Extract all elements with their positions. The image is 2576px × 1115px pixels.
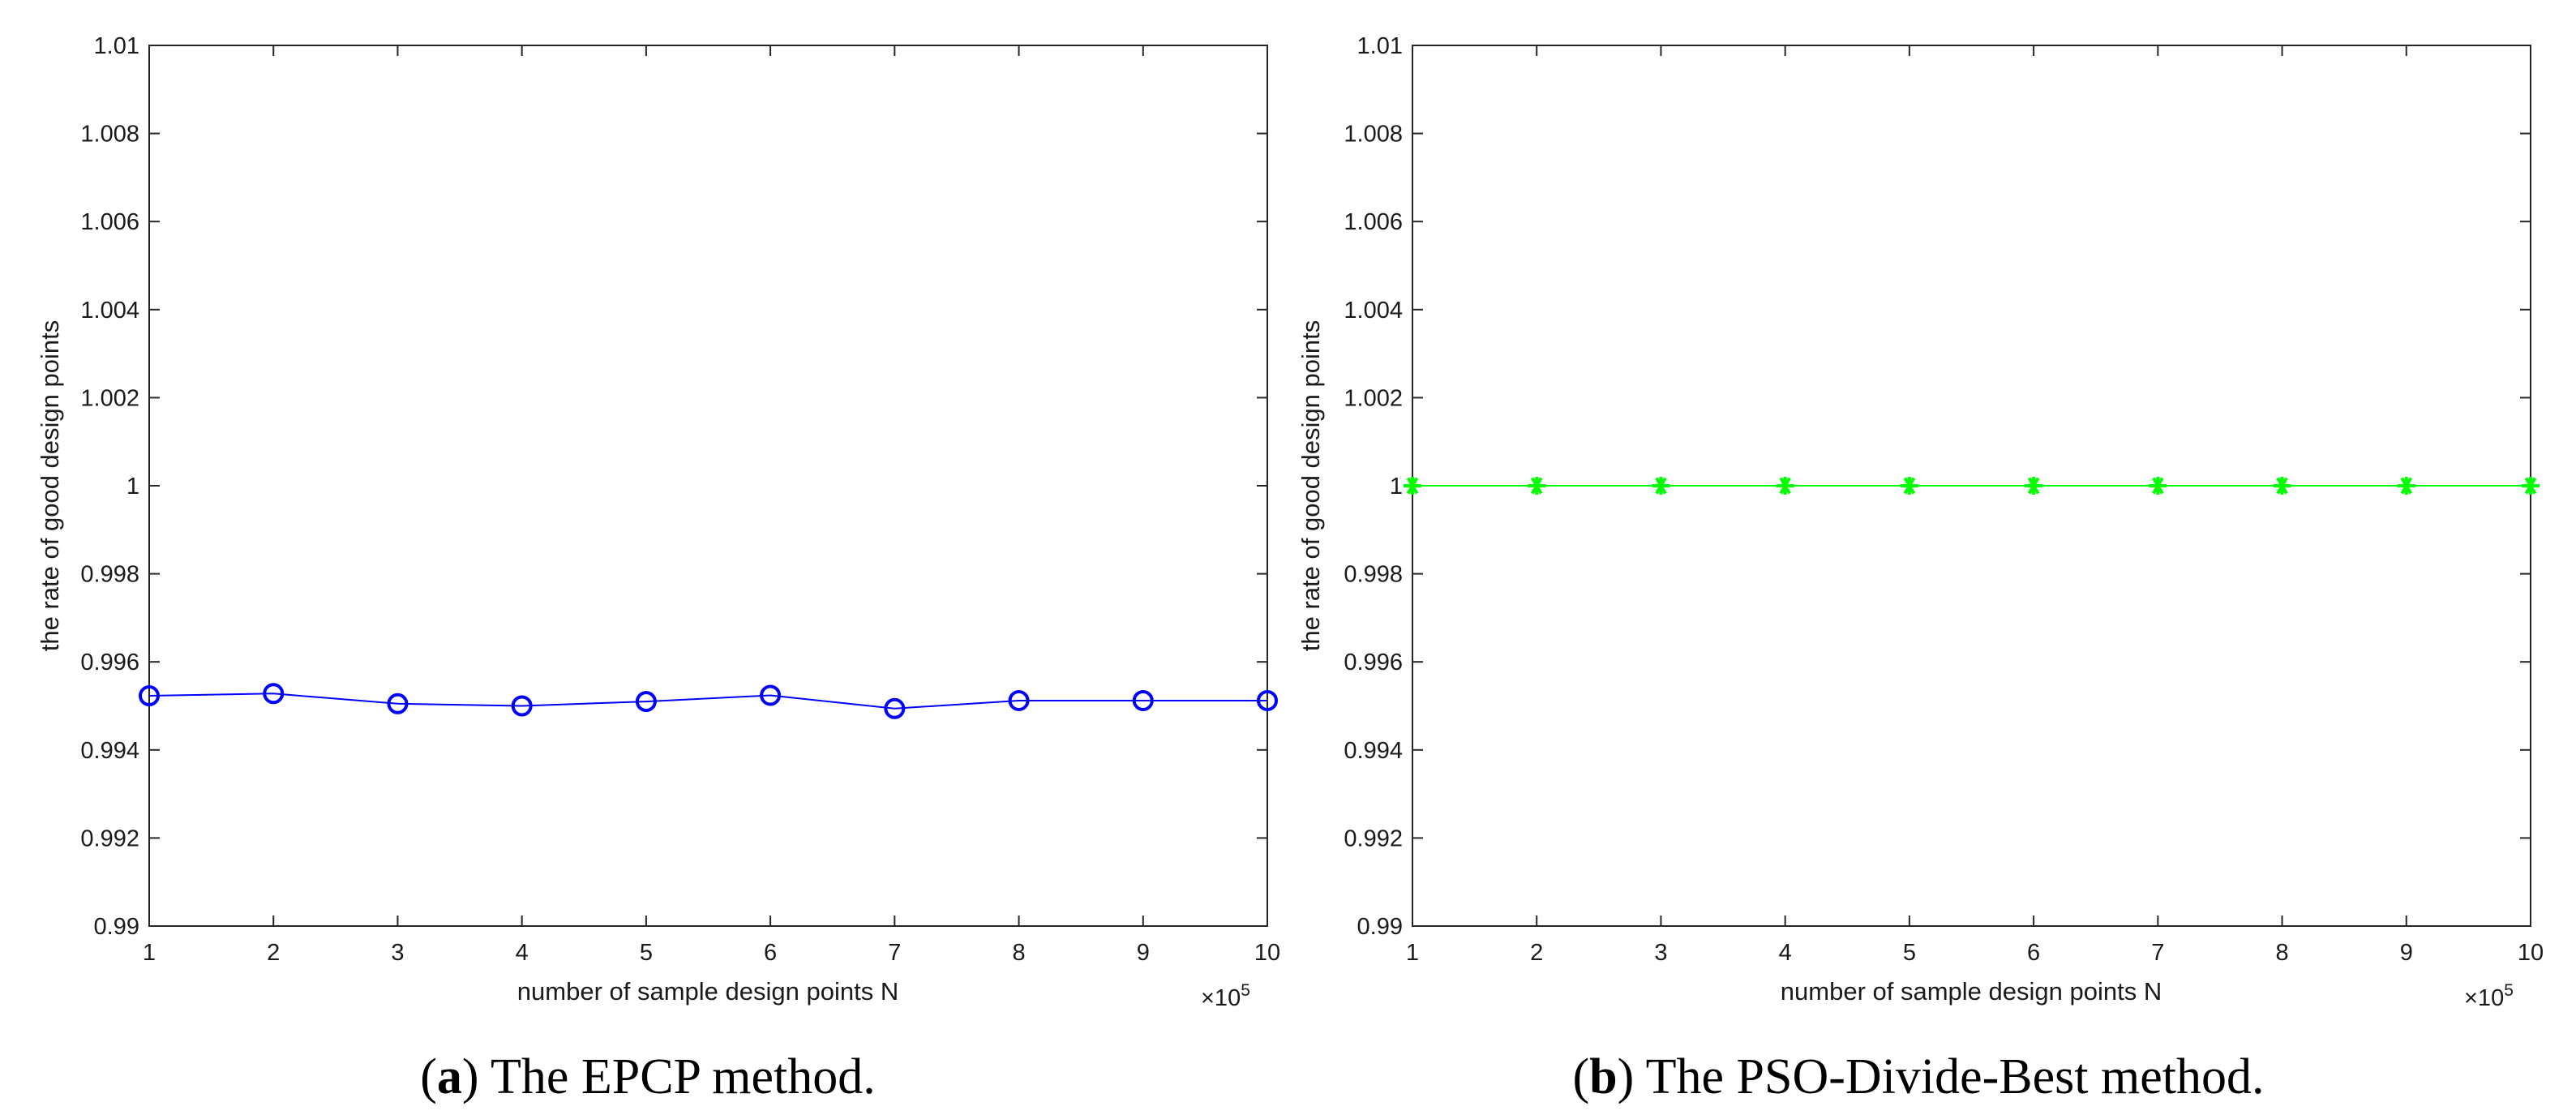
x-tick-label-a: 1 bbox=[143, 940, 156, 966]
caption-label-a: a bbox=[437, 1049, 462, 1104]
y-tick-label-b: 0.998 bbox=[1344, 562, 1403, 588]
y-tick-label-b: 1.004 bbox=[1344, 298, 1403, 324]
x-multiplier-a: ×105 bbox=[1201, 981, 1250, 1011]
x-axis-label-b: number of sample design points N bbox=[1781, 977, 2162, 1006]
x-tick-label-b: 4 bbox=[1779, 940, 1792, 966]
caption-text-a: The EPCP method. bbox=[479, 1049, 876, 1104]
y-tick-label-b: 0.99 bbox=[1357, 914, 1403, 940]
data-point-b bbox=[1404, 477, 1421, 495]
caption-a: (a) The EPCP method. bbox=[420, 1049, 875, 1104]
data-point-b bbox=[2397, 477, 2415, 495]
y-tick-label-b: 0.992 bbox=[1344, 826, 1403, 851]
x-tick-label-a: 2 bbox=[267, 940, 280, 966]
x-ticks-b: 1 2 3 4 5 6 7 8 9 10 bbox=[1406, 45, 2544, 966]
y-tick-label-a: 0.998 bbox=[80, 562, 139, 588]
y-tick-label-a: 0.994 bbox=[80, 738, 139, 764]
y-tick-label-b: 1.006 bbox=[1344, 209, 1403, 235]
y-tick-label-a: 0.996 bbox=[80, 650, 139, 675]
chart-panel-a: 0.99 0.992 0.994 0.996 0.998 1 1.002 1.004 1.006… bbox=[36, 33, 1280, 1104]
x-tick-label-a: 8 bbox=[1012, 940, 1025, 966]
y-ticks-a: 0.99 0.992 0.994 0.996 0.998 1 1.002 1.004 1.006… bbox=[80, 33, 1267, 940]
x-tick-label-b: 3 bbox=[1654, 940, 1667, 966]
x-multiplier-base-b: ×10 bbox=[2464, 985, 2504, 1011]
x-ticks-a: 1 2 3 4 5 6 7 8 9 10 bbox=[143, 45, 1280, 966]
y-ticks-b: 0.99 0.992 0.994 0.996 0.998 1 1.002 1.004 1.006… bbox=[1344, 33, 2531, 940]
plot-area-a bbox=[148, 45, 1268, 927]
chart-panel-b: 0.99 0.992 0.994 0.996 0.998 1 1.002 1.004 1.006… bbox=[1297, 33, 2544, 1104]
x-tick-label-a: 4 bbox=[516, 940, 529, 966]
y-tick-label-b: 0.996 bbox=[1344, 650, 1403, 675]
data-point-a bbox=[760, 684, 782, 706]
x-tick-label-b: 1 bbox=[1406, 940, 1419, 966]
data-point-b bbox=[2273, 477, 2291, 495]
data-point-b bbox=[1776, 477, 1794, 495]
data-point-a bbox=[387, 693, 409, 714]
data-point-b bbox=[2025, 477, 2043, 495]
y-tick-label-a: 0.992 bbox=[80, 826, 139, 851]
data-point-a bbox=[884, 697, 906, 719]
y-axis-label-a: the rate of good design points bbox=[36, 320, 64, 651]
y-tick-label-b: 0.994 bbox=[1344, 738, 1403, 764]
data-point-a bbox=[511, 695, 533, 717]
y-tick-label-b: 1.01 bbox=[1357, 33, 1403, 59]
y-tick-label-a: 1.01 bbox=[94, 33, 139, 59]
y-tick-label-a: 1.002 bbox=[80, 385, 139, 411]
data-point-b bbox=[1900, 477, 1918, 495]
x-tick-label-b: 9 bbox=[2400, 940, 2413, 966]
x-multiplier-exp-b: 5 bbox=[2504, 981, 2514, 1000]
series-line-a bbox=[148, 693, 1267, 710]
series-group-a bbox=[139, 683, 1278, 719]
y-tick-label-a: 1.004 bbox=[80, 298, 139, 324]
y-tick-label-a: 1 bbox=[126, 474, 139, 500]
data-point-a bbox=[139, 685, 160, 707]
data-point-b bbox=[1528, 477, 1546, 495]
x-tick-label-b: 5 bbox=[1903, 940, 1916, 966]
y-tick-label-b: 1.002 bbox=[1344, 385, 1403, 411]
caption-label-b: b bbox=[1589, 1049, 1617, 1104]
data-point-b bbox=[2149, 477, 2167, 495]
x-tick-label-a: 10 bbox=[1254, 940, 1280, 966]
x-tick-label-a: 3 bbox=[391, 940, 404, 966]
data-point-a bbox=[1008, 689, 1030, 711]
x-tick-label-b: 6 bbox=[2027, 940, 2040, 966]
x-tick-label-a: 7 bbox=[888, 940, 901, 966]
data-point-b bbox=[1652, 477, 1670, 495]
y-tick-label-a: 1.006 bbox=[80, 209, 139, 235]
x-tick-label-b: 2 bbox=[1530, 940, 1543, 966]
caption-text-b: The PSO-Divide-Best method. bbox=[1634, 1049, 2264, 1104]
y-tick-label-a: 0.99 bbox=[94, 914, 139, 940]
x-tick-label-a: 9 bbox=[1137, 940, 1150, 966]
caption-b: (b) The PSO-Divide-Best method. bbox=[1572, 1049, 2264, 1104]
data-point-a bbox=[263, 683, 285, 705]
x-multiplier-exp-a: 5 bbox=[1241, 981, 1250, 1000]
x-multiplier-base-a: ×10 bbox=[1201, 985, 1241, 1011]
data-point-b bbox=[2522, 477, 2540, 495]
data-point-a bbox=[1257, 689, 1278, 711]
y-tick-label-b: 1.008 bbox=[1344, 122, 1403, 148]
x-axis-label-a: number of sample design points N bbox=[517, 977, 898, 1006]
y-tick-label-b: 1 bbox=[1390, 474, 1403, 500]
x-tick-label-b: 7 bbox=[2151, 940, 2164, 966]
y-tick-label-a: 1.008 bbox=[80, 122, 139, 148]
x-tick-label-b: 8 bbox=[2275, 940, 2288, 966]
x-tick-label-b: 10 bbox=[2518, 940, 2544, 966]
x-multiplier-b: ×105 bbox=[2464, 981, 2514, 1011]
x-tick-label-a: 6 bbox=[764, 940, 777, 966]
y-axis-label-b: the rate of good design points bbox=[1297, 320, 1325, 651]
x-tick-label-a: 5 bbox=[640, 940, 653, 966]
data-point-a bbox=[635, 691, 657, 713]
data-point-a bbox=[1132, 689, 1154, 711]
series-group-b bbox=[1404, 477, 2540, 495]
